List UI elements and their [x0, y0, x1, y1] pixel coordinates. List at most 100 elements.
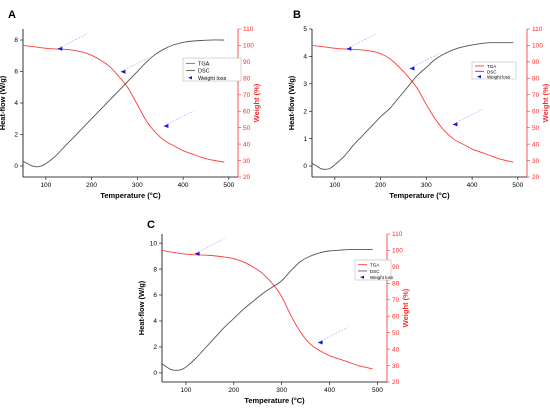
dsc-series-line	[312, 42, 514, 170]
dsc-series-line	[162, 249, 373, 371]
weight-loss-arrow-line	[123, 56, 151, 71]
left-y-tick-label: 0	[14, 163, 18, 170]
tga-series-line	[23, 44, 225, 163]
left-y-tick-label: 4	[303, 54, 307, 61]
x-tick-label: 300	[276, 387, 287, 394]
legend-label: TGA	[370, 263, 379, 268]
weight-loss-arrow-head	[409, 66, 415, 71]
right-y-tick-label: 90	[243, 59, 251, 66]
right-y-tick-label: 50	[243, 125, 251, 132]
left-y-tick-label: 8	[153, 266, 157, 273]
x-tick-label: 300	[132, 182, 143, 189]
x-tick-label: 500	[372, 387, 383, 394]
left-y-tick-label: 5	[303, 26, 307, 33]
right-y-tick-label: 60	[532, 108, 540, 115]
right-y-tick-label: 50	[392, 330, 400, 337]
legend-label: Weight loss	[487, 75, 511, 80]
left-y-axis-title: Heat-flow (W/g)	[287, 75, 296, 130]
left-y-tick-label: 0	[153, 370, 157, 377]
x-tick-label: 100	[181, 387, 192, 394]
x-tick-label: 500	[512, 182, 523, 189]
right-y-axis-title: Weight (%)	[252, 83, 261, 122]
right-y-tick-label: 80	[243, 76, 251, 83]
legend-box	[182, 57, 242, 82]
left-y-tick-label: 0	[303, 163, 307, 170]
panel-a: A 100 200 300 400 500 0 2 4 6 8 20 30 40 50 60 70 80 90 100…	[0, 9, 261, 200]
right-y-tick-label: 100	[392, 248, 403, 255]
legend-label: Weight loss	[370, 275, 394, 280]
tga-series-line	[162, 249, 373, 370]
x-tick-label: 400	[178, 182, 189, 189]
left-y-tick-label: 4	[153, 318, 157, 325]
right-y-tick-label: 90	[532, 59, 540, 66]
left-y-tick-label: 2	[153, 344, 157, 351]
right-y-tick-label: 20	[392, 379, 400, 386]
x-tick-label: 200	[375, 182, 386, 189]
right-y-tick-label: 110	[392, 231, 403, 238]
right-y-tick-label: 110	[243, 26, 254, 33]
dsc-series-line	[23, 39, 225, 168]
right-y-tick-label: 100	[243, 43, 254, 50]
right-y-tick-label: 80	[392, 281, 400, 288]
x-tick-label: 200	[86, 182, 97, 189]
weight-loss-arrow-line	[197, 238, 225, 253]
right-y-tick-label: 100	[532, 43, 543, 50]
panel-letter: B	[293, 9, 301, 21]
legend-label: TGA	[487, 64, 496, 69]
left-y-axis-title: Heat-flow (W/g)	[137, 280, 146, 335]
left-y-tick-label: 10	[150, 240, 158, 247]
weight-loss-arrow-head	[120, 69, 126, 74]
weight-loss-arrow-head	[317, 340, 323, 345]
right-y-tick-label: 80	[532, 76, 540, 83]
right-y-tick-label: 70	[243, 92, 251, 99]
plot-area	[312, 42, 514, 170]
x-tick-label: 400	[467, 182, 478, 189]
weight-loss-arrow-line	[349, 33, 377, 48]
plot-area	[162, 249, 373, 371]
legend-label: DSC	[198, 69, 210, 75]
right-y-axis-title: Weight (%)	[401, 288, 410, 327]
right-y-tick-label: 30	[532, 158, 540, 165]
right-y-tick-label: 70	[532, 92, 540, 99]
legend-arrow-swatch	[477, 75, 481, 79]
right-y-tick-label: 90	[392, 264, 400, 271]
panel-c: C 100 200 300 400 500 0 2 4 6 8 10 20 30 40 50 60 70 80 90 1…	[137, 219, 410, 405]
legend-label: Weight loss	[198, 76, 227, 82]
weight-loss-arrow-head	[163, 124, 169, 129]
right-y-tick-label: 30	[392, 363, 400, 370]
legend-arrow-swatch	[188, 76, 192, 80]
left-y-tick-label: 2	[14, 132, 18, 139]
legend-label: TGA	[198, 61, 210, 67]
left-y-tick-label: 3	[303, 81, 307, 88]
left-y-tick-label: 2	[303, 108, 307, 115]
right-y-tick-label: 50	[532, 125, 540, 132]
panel-b: B 100 200 300 400 500 0 1 2 3 4 5 20 30 40 50 60 70 80 90 10…	[287, 9, 550, 200]
legend-label: DSC	[487, 69, 497, 74]
left-y-tick-label: 6	[14, 69, 18, 76]
right-y-tick-label: 70	[392, 297, 400, 304]
x-tick-label: 100	[40, 182, 51, 189]
right-y-tick-label: 60	[243, 108, 251, 115]
right-y-tick-label: 40	[532, 141, 540, 148]
weight-loss-arrow-head	[346, 46, 352, 51]
left-y-tick-label: 4	[14, 100, 18, 107]
left-y-tick-label: 1	[303, 136, 307, 143]
x-tick-label: 300	[421, 182, 432, 189]
x-axis-title: Temperature (°C)	[244, 396, 305, 405]
weight-loss-arrow-head	[194, 251, 200, 256]
legend-label: DSC	[370, 269, 380, 274]
right-y-tick-label: 20	[243, 174, 251, 181]
weight-loss-arrow-line	[412, 53, 440, 67]
right-y-tick-label: 110	[532, 26, 543, 33]
x-tick-label: 100	[329, 182, 340, 189]
left-y-tick-label: 6	[153, 292, 157, 299]
weight-loss-arrow-line	[320, 327, 348, 342]
tga-series-line	[312, 44, 514, 163]
weight-loss-arrow-head	[452, 122, 458, 127]
weight-loss-arrow-line	[455, 109, 483, 123]
panel-letter: C	[147, 219, 155, 231]
